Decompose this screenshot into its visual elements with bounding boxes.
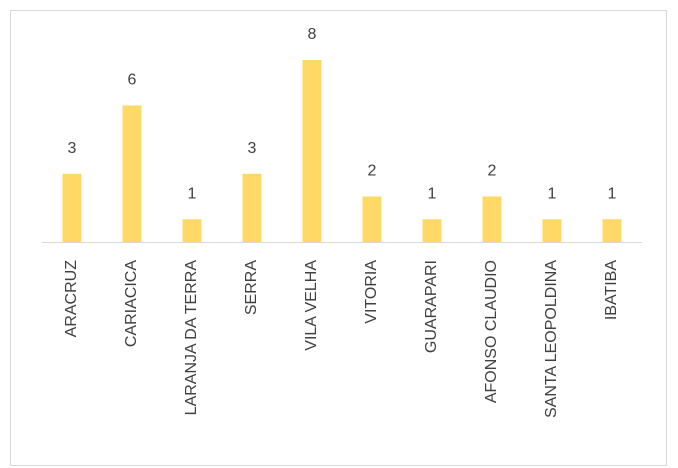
bar-serra [242,173,262,242]
bar-vila-velha [302,60,322,242]
bar-afonso-claudio [482,196,502,242]
category-label: SERRA [243,260,260,315]
bar-vitoria [362,196,382,242]
data-label: 1 [188,185,197,202]
category-label: VITORIA [363,260,380,324]
data-label: 2 [368,163,377,180]
data-labels-group: 3 6 1 3 8 2 1 2 1 1 [68,26,617,202]
category-labels-group: ARACRUZ CARIACICA LARANJA DA TERRA SERRA VIL… [63,260,620,418]
data-label: 8 [308,26,317,43]
data-label: 3 [248,140,257,157]
category-label: VILA VELHA [303,260,320,351]
data-label: 1 [428,185,437,202]
category-label: LARANJA DA TERRA [183,260,200,416]
data-label: 3 [68,140,77,157]
bar-santa-leopoldina [542,219,562,242]
bar-laranja-da-terra [182,219,202,242]
category-label: IBATIBA [603,260,620,320]
bar-guarapari [422,219,442,242]
bar-aracruz [62,173,82,242]
category-label: GUARAPARI [423,260,440,353]
bar-ibatiba [602,219,622,242]
category-label: SANTA LEOPOLDINA [543,260,560,418]
data-label: 1 [548,185,557,202]
data-label: 6 [128,72,137,89]
data-label: 2 [488,163,497,180]
category-label: CARIACICA [123,260,140,347]
data-label: 1 [608,185,617,202]
category-label: ARACRUZ [63,260,80,338]
bars-group [62,60,622,242]
category-label: AFONSO CLAUDIO [483,260,500,403]
bar-cariacica [122,105,142,242]
